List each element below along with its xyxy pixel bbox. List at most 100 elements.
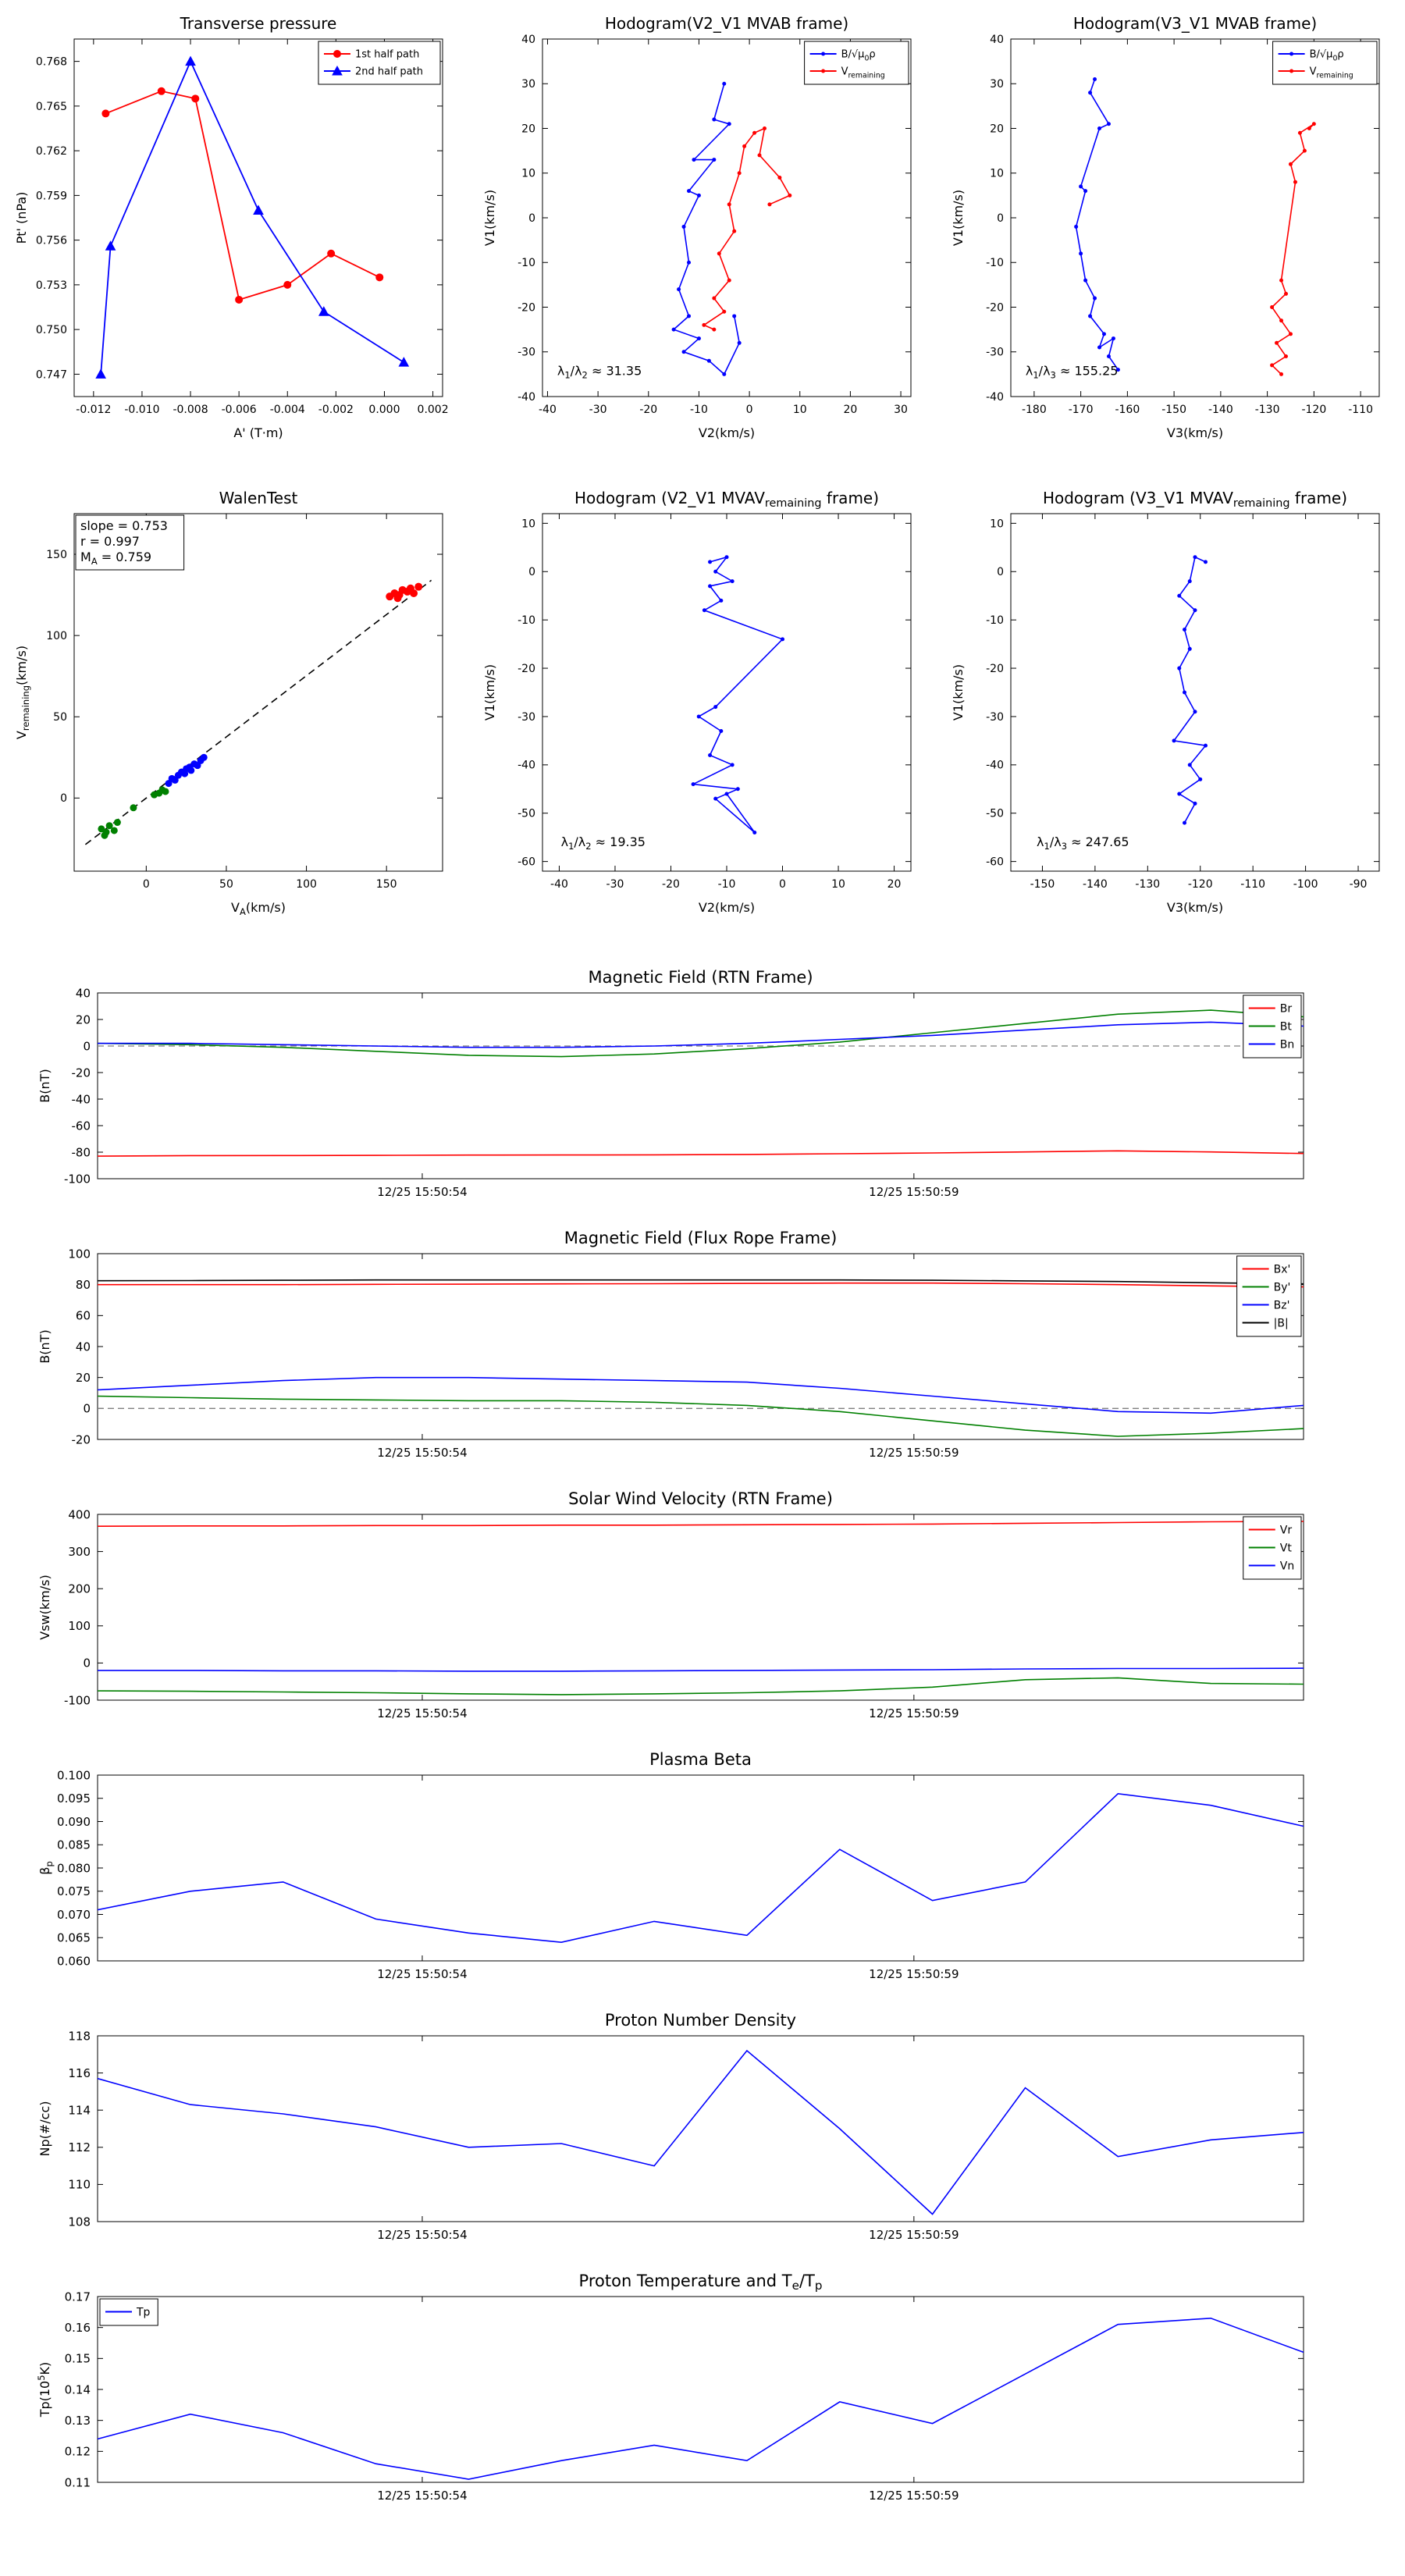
- x-tick-label: 12/25 15:50:54: [377, 1446, 467, 1460]
- triangle-marker: [398, 357, 410, 367]
- triangle-marker: [332, 65, 343, 76]
- dot-marker: [737, 171, 742, 176]
- x-tick-label: -180: [1022, 404, 1047, 416]
- y-tick-label: 0: [83, 1402, 91, 1416]
- circle-marker: [333, 50, 341, 58]
- dot-marker: [692, 158, 696, 162]
- legend: 1st half path 2nd half path: [318, 41, 441, 85]
- axes-frame: [73, 38, 443, 397]
- x-axis-label: A' (T·m): [233, 425, 283, 440]
- dot-marker: [1198, 777, 1203, 781]
- legend-box: [1272, 41, 1378, 85]
- triangle-marker: [318, 306, 329, 316]
- y-axis-label: Tp(105K): [36, 2362, 52, 2418]
- x-tick-label: 12/25 15:50:54: [377, 2228, 467, 2242]
- annotation: λ1/λ3 ≈ 247.65: [1037, 834, 1129, 852]
- y-tick-label: -50: [518, 808, 535, 820]
- x-axis-label: V2(km/s): [699, 900, 755, 915]
- proton-temperature-svg: Proton Temperature and Te/Tp 12/25 15:50:…: [36, 2272, 1304, 2503]
- y-tick-label: 300: [68, 1545, 91, 1559]
- x-tick-label: 12/25 15:50:59: [869, 2489, 959, 2503]
- y-tick-label: -40: [986, 760, 1004, 772]
- y-tick-label: 114: [68, 2103, 91, 2117]
- x-tick-label: -0.004: [270, 404, 305, 416]
- legend-box: [318, 41, 441, 85]
- legend-label: 2nd half path: [355, 66, 423, 78]
- hodogram-v2v1-mvab-svg: Hodogram(V2_V1 MVAB frame) -40 -30 -20 -10 0 1…: [482, 14, 912, 440]
- chart-hodogram-v2v1-mvab: Hodogram(V2_V1 MVAB frame) -40 -30 -20 -10 0 1…: [468, 0, 937, 453]
- series-Vremaining: [702, 127, 791, 330]
- y-axis-label: V1(km/s): [951, 190, 966, 246]
- x-tick-label: -20: [639, 404, 657, 416]
- circle-marker: [410, 589, 418, 598]
- dot-marker: [727, 202, 731, 207]
- x-tick-label: 12/25 15:50:59: [869, 2228, 959, 2242]
- x-tick-label: -10: [690, 404, 708, 416]
- y-axis-label: Vremaining(km/s): [14, 646, 31, 739]
- dot-marker: [742, 144, 747, 148]
- chart-magnetic-field-rtn: Magnetic Field (RTN Frame) 12/25 15:50:54…: [0, 960, 1405, 1215]
- chart-hodogram-v3v1-mvab: Hodogram(V3_V1 MVAB frame) -180 -170 -160 -1…: [937, 0, 1405, 453]
- legend-label: Bz': [1274, 1299, 1290, 1311]
- y-tick-label: 30: [990, 78, 1004, 91]
- chart-hodogram-v3v1-mvav: Hodogram (V3_V1 MVAVremaining frame) -150…: [937, 475, 1405, 927]
- dot-marker: [671, 327, 676, 332]
- y-tick-label: 20: [521, 123, 535, 135]
- dot-marker: [1115, 368, 1120, 372]
- dot-marker: [737, 340, 742, 345]
- legend-label: Vremaining: [1310, 66, 1353, 80]
- circle-marker: [187, 767, 195, 774]
- series-Bz': [97, 1376, 1304, 1414]
- legend-label: Vn: [1280, 1560, 1294, 1572]
- y-tick-label: 0.768: [36, 56, 67, 69]
- axes-frame: [73, 513, 443, 872]
- chart-solar-wind-velocity: Solar Wind Velocity (RTN Frame) 12/25 15:…: [0, 1482, 1405, 1736]
- y-tick-label: -10: [986, 614, 1004, 627]
- legend: Tp: [99, 2298, 158, 2326]
- y-tick-label: -100: [64, 1693, 91, 1707]
- dot-marker: [777, 175, 782, 180]
- x-tick-label: 12/25 15:50:59: [869, 1446, 959, 1460]
- y-tick-label: 150: [46, 549, 67, 561]
- chart-title: Solar Wind Velocity (RTN Frame): [568, 1489, 833, 1508]
- y-tick-label: -20: [986, 663, 1004, 675]
- y-tick-label: 116: [68, 2066, 91, 2080]
- triangle-marker: [253, 205, 264, 215]
- dot-marker: [1177, 593, 1182, 598]
- dot-marker: [696, 193, 701, 197]
- legend-label: Tp: [136, 2306, 151, 2318]
- dot-marker: [752, 130, 757, 135]
- dot-marker: [1279, 318, 1284, 323]
- x-tick-label: -0.002: [318, 404, 354, 416]
- y-tick-label: 108: [68, 2215, 91, 2229]
- circle-marker: [105, 822, 113, 830]
- triangle-marker: [95, 368, 107, 379]
- y-tick-label: -30: [518, 711, 535, 724]
- y-axis-label: V1(km/s): [482, 664, 497, 720]
- circle-marker: [327, 249, 336, 258]
- series-line: [691, 556, 784, 834]
- y-tick-label: 0: [997, 212, 1004, 225]
- legend-label: Vremaining: [841, 66, 885, 80]
- chart-magnetic-field-fluxrope: Magnetic Field (Flux Rope Frame) 12/25 15…: [0, 1221, 1405, 1475]
- dot-marker: [696, 336, 701, 341]
- chart-proton-density: Proton Number Density 12/25 15:50:54 12/25…: [0, 2003, 1405, 2258]
- y-tick-label: -20: [72, 1432, 91, 1446]
- y-tick-label: 0.075: [57, 1884, 91, 1898]
- y-axis-label: βp: [37, 1861, 55, 1875]
- dot-marker: [788, 193, 792, 197]
- dot-marker: [713, 705, 718, 710]
- dot-marker: [1083, 278, 1088, 283]
- dot-marker: [732, 314, 737, 318]
- y-tick-label: 30: [521, 78, 535, 91]
- x-tick-label: 12/25 15:50:59: [869, 1967, 959, 1981]
- x-axis-label: V3(km/s): [1167, 900, 1223, 915]
- legend: Bx' By' Bz' |B|: [1236, 1255, 1302, 1337]
- dot-marker: [1193, 710, 1197, 714]
- transverse-pressure-svg: Transverse pressure -0.012 -0.010 -0.008 -0.…: [14, 14, 449, 440]
- dot-marker: [1302, 148, 1307, 153]
- axes-frame: [97, 2296, 1304, 2483]
- x-tick-label: 0.002: [418, 404, 449, 416]
- stats-box-frame: [75, 514, 185, 571]
- dot-marker: [1203, 743, 1208, 748]
